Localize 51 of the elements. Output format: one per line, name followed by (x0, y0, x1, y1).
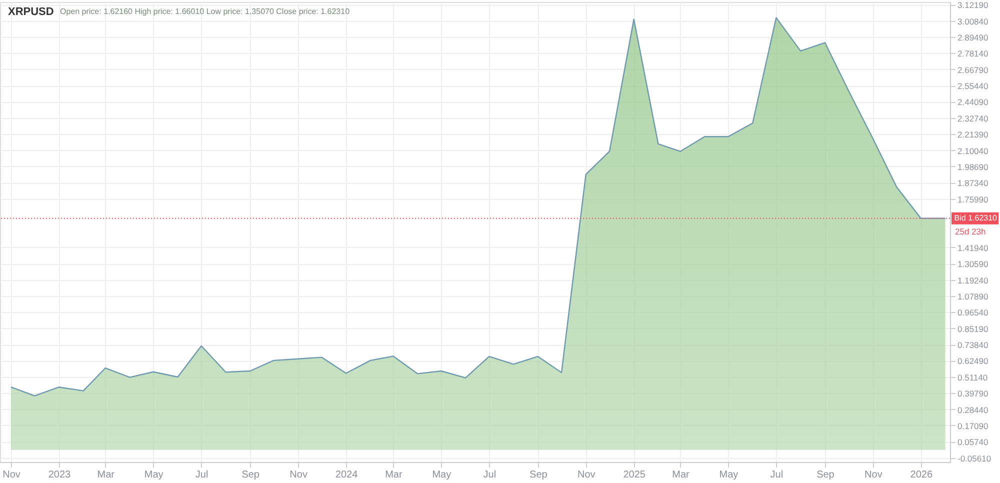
x-tick-label: Mar (97, 470, 116, 480)
x-tick-label: 2025 (623, 470, 646, 480)
y-tick-label: 1.30590 (958, 259, 988, 270)
text: Open price: 1.62160 High price: 1.66010 Low price: 1.35070 Close price: 1.62310 (60, 7, 350, 16)
x-tick-label: Jul (483, 470, 496, 480)
y-tick-label: 2.32740 (958, 113, 988, 124)
x-tick-label: Mar (385, 470, 403, 480)
x-tick-label: Sep (242, 470, 260, 480)
ref-line-label: Bid 1.62310 (954, 213, 998, 222)
x-tick-label: May (432, 470, 452, 480)
y-tick-label: 1.87340 (958, 178, 988, 188)
x-tick-label: Nov (577, 470, 596, 480)
y-tick-label: 0.05740 (958, 437, 988, 448)
y-tick-label: 3.00840 (958, 16, 988, 26)
chart-title: XRPUSD (8, 6, 54, 18)
x-tick-label: Jul (770, 470, 784, 480)
y-tick-label: 2.10040 (958, 146, 988, 156)
y-tick-label: 3.12190 (958, 0, 988, 10)
y-tick-label: 1.75990 (958, 194, 988, 204)
y-tick-label: 2.66790 (958, 64, 988, 75)
y-tick-label: 2.55440 (958, 81, 988, 92)
x-tick-label: Sep (530, 470, 548, 480)
x-tick-label: Nov (864, 470, 882, 480)
y-tick-label: 2.78140 (958, 48, 988, 59)
y-tick-label: -0.05610 (958, 453, 992, 464)
y-tick-label: 1.19240 (958, 275, 988, 286)
y-tick-label: 2.44090 (958, 97, 988, 108)
y-tick-label: 0.17090 (958, 421, 988, 431)
x-tick-label: 2026 (910, 470, 933, 480)
x-tick-label: 2024 (335, 470, 358, 480)
y-tick-label: 2.89490 (958, 32, 988, 42)
text: 25d 23h (955, 226, 986, 236)
y-tick-label: 0.28440 (958, 404, 988, 415)
y-tick-label: 1.07890 (958, 291, 988, 302)
x-tick-label: Jul (195, 470, 208, 480)
y-tick-label: 1.98690 (958, 162, 988, 172)
x-tick-label: May (144, 470, 164, 480)
y-tick-label: 0.73840 (958, 340, 988, 350)
y-tick-label: 0.39790 (958, 388, 988, 399)
y-tick-label: 0.62490 (958, 356, 988, 366)
y-tick-label: 0.51140 (958, 372, 988, 382)
x-tick-label: Nov (290, 470, 308, 480)
x-tick-label: May (719, 470, 738, 480)
x-tick-label: Mar (672, 470, 690, 480)
y-tick-label: 0.85190 (958, 324, 988, 334)
y-tick-label: 0.96540 (958, 308, 988, 318)
x-tick-label: 2023 (48, 470, 72, 480)
x-tick-label: Sep (816, 470, 835, 480)
y-tick-label: 1.41940 (958, 242, 988, 253)
x-tick-label: Nov (2, 470, 20, 480)
y-tick-label: 2.21390 (958, 130, 988, 140)
